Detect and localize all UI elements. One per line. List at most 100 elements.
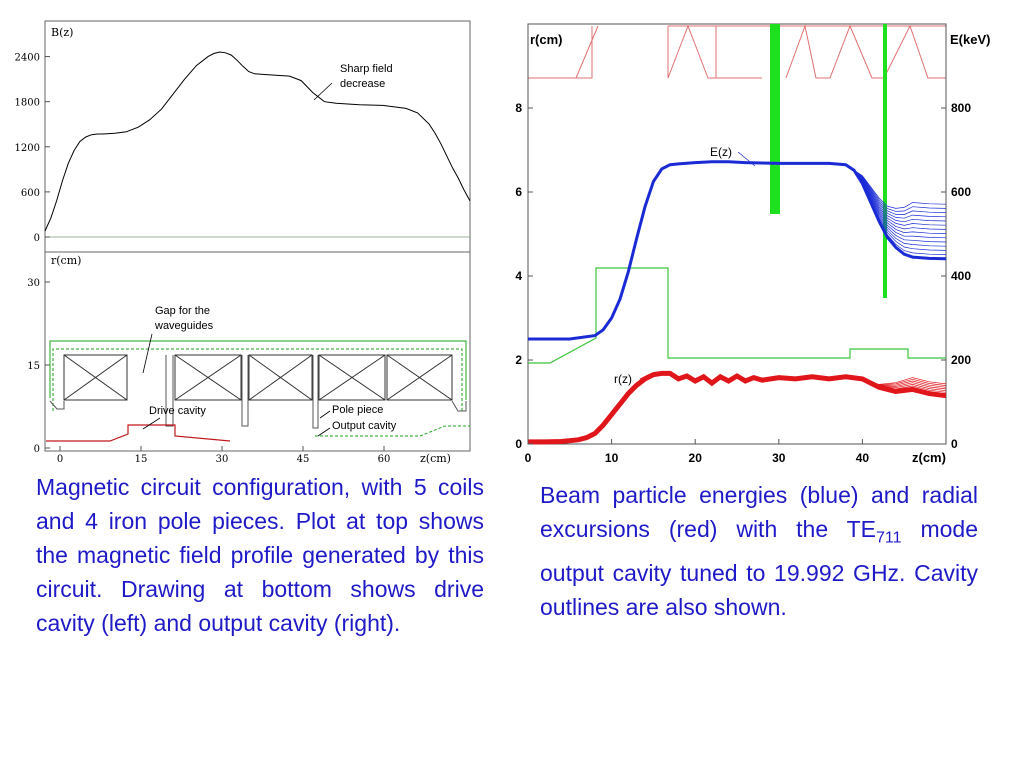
y-right-tick-label: 400 <box>951 269 971 283</box>
x-tick-label: 0 <box>525 451 532 465</box>
left-figure-frame <box>44 20 471 452</box>
coil-box <box>386 354 453 401</box>
label-energy-leader <box>737 151 756 167</box>
r-tick-group: 30 15 0 <box>27 278 50 455</box>
pole-pieces <box>49 355 467 429</box>
coil-box <box>318 354 386 401</box>
r-tick-label: 0 <box>34 444 40 455</box>
radius-spread-envelope <box>528 373 947 443</box>
coil <box>174 354 242 401</box>
y-left-tick-label: 6 <box>515 185 522 199</box>
left-figure-caption: Magnetic circuit configuration, with 5 c… <box>36 474 484 636</box>
pole-piece <box>165 355 174 427</box>
z-tick-label: 15 <box>135 454 148 465</box>
annotation-output-cavity: Output cavity <box>332 420 397 432</box>
bz-tick-label: 600 <box>21 188 40 199</box>
pole-piece <box>241 355 249 427</box>
annotation-pole-leader <box>319 410 331 419</box>
drive-cavity-outline <box>46 424 231 442</box>
label-radius-curve: r(z) <box>614 372 632 386</box>
r-axis-label: r(cm) <box>51 254 81 267</box>
e-kev-axis-label: E(keV) <box>950 32 990 47</box>
green-output-cavity <box>315 425 470 437</box>
y-left-tick-label: 8 <box>515 101 522 115</box>
coil <box>248 354 313 401</box>
output-cavity-bar-2 <box>883 24 887 298</box>
coil-diag <box>63 354 128 401</box>
y-right-tick-label: 600 <box>951 185 971 199</box>
coil-box <box>63 354 128 401</box>
annotation-sharp-field-line2: decrease <box>340 78 385 90</box>
x-tick-label: 20 <box>689 451 703 465</box>
bz-tick-label: 1200 <box>15 143 40 154</box>
annotation-sharp-field-leader <box>313 82 333 101</box>
right-plot-frame <box>527 23 947 445</box>
pole-outline <box>576 26 593 79</box>
coil-diag <box>174 354 242 401</box>
right-figure-caption: Beam particle energies (blue) and radial… <box>540 478 978 624</box>
coil-diag <box>386 354 453 401</box>
pole-outline <box>785 24 946 79</box>
annotation-gap-line1: Gap for the <box>155 305 210 317</box>
label-energy-curve: E(z) <box>710 145 732 159</box>
z-tick-label: 0 <box>57 454 63 465</box>
right-caption-subscript: 711 <box>876 529 902 547</box>
pole-piece <box>451 400 467 412</box>
green-outline <box>49 340 470 437</box>
coil-box <box>174 354 242 401</box>
z-tick-group: 0 15 30 45 60 <box>57 446 391 465</box>
coil-diag <box>248 354 313 401</box>
z-tick-label: 45 <box>297 454 310 465</box>
y-right-tick-label: 200 <box>951 353 971 367</box>
right-caption-part2: mode output cavity tuned to 19.992 GHz. … <box>540 516 978 620</box>
annotation-sharp-field-line1: Sharp field <box>340 63 393 75</box>
bz-tick-label: 0 <box>34 233 40 244</box>
cavity-outline <box>528 267 946 364</box>
annotation-drive-leader <box>142 417 161 430</box>
coil-diag <box>318 354 386 401</box>
green-inner-path <box>52 348 463 411</box>
z-tick-label: 60 <box>378 454 391 465</box>
pole-piece <box>49 400 65 410</box>
coil <box>386 354 453 401</box>
cavity-outline-path <box>528 267 946 364</box>
y-right-tick-label: 800 <box>951 101 971 115</box>
bz-tick-label: 1800 <box>15 98 40 109</box>
r-tick-label: 15 <box>27 361 40 372</box>
label-radius-leader <box>639 373 651 380</box>
y-left-tick-label: 4 <box>515 269 522 283</box>
z-tick-label: 30 <box>216 454 229 465</box>
coil <box>63 354 128 401</box>
bz-tick-label: 2400 <box>15 53 40 64</box>
annotation-output-leader <box>317 427 331 437</box>
y-right-tick-label: 0 <box>951 437 958 451</box>
pole-piece <box>312 355 319 429</box>
bz-tick-group: 0 600 1200 1800 2400 <box>15 53 50 244</box>
green-outline-path <box>49 340 467 400</box>
field-profile-curve <box>44 51 471 232</box>
annotation-drive-cavity: Drive cavity <box>149 405 206 417</box>
x-tick-label: 10 <box>605 451 619 465</box>
radius-spread-trace <box>528 373 947 443</box>
bz-axis-label: B(z) <box>51 26 73 39</box>
coil <box>318 354 386 401</box>
right-caption-part1: Beam particle energies (blue) and radial… <box>540 482 978 542</box>
energy-curve-e <box>528 160 947 341</box>
z-axis-label: z(cm) <box>420 452 451 465</box>
beam-energy-figure: E(z) r(z) r(cm) E(keV) 0 10 20 30 4002468020… <box>515 23 990 465</box>
r-tick-label: 30 <box>27 278 40 289</box>
y-left-tick-label: 0 <box>515 437 522 451</box>
y-left-tick-label: 2 <box>515 353 522 367</box>
coils <box>63 354 453 401</box>
pole-outline <box>667 24 717 79</box>
radius-curve-r <box>528 370 947 445</box>
annotation-gap-line2: waveguides <box>154 320 214 332</box>
coil-box <box>248 354 313 401</box>
pole-piece-outlines <box>528 24 946 79</box>
output-cavity-bar-1 <box>770 24 780 214</box>
z-cm-axis-label: z(cm) <box>912 450 946 465</box>
r-cm-axis-label: r(cm) <box>530 32 563 47</box>
annotation-gap-leader <box>142 333 153 374</box>
